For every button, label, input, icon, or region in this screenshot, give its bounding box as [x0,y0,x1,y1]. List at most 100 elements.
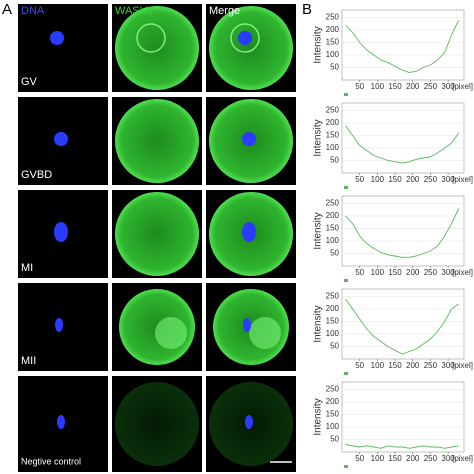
panel-label: B [302,1,312,18]
y-tick-label: 200 [326,211,340,220]
dna [54,132,68,146]
x-tick-label: 200 [406,175,420,184]
oocyte [209,6,293,90]
y-tick-label: 150 [326,38,340,47]
nucleus [136,23,166,53]
row-label: GV [21,76,38,88]
x-tick-label: 250 [424,82,438,91]
oocyte [115,192,199,276]
column-header: DNA [21,5,45,17]
x-tick-label: 300 [441,175,455,184]
x-tick-label: 200 [406,454,420,463]
x-tick-label: 100 [371,82,385,91]
x-tick-label: 50 [355,82,364,91]
x-tick-label: 50 [355,268,364,277]
y-tick-label: 200 [326,397,340,406]
y-axis-label: Intensity [313,305,324,342]
plot-area [341,102,465,174]
profile-line [345,208,460,258]
micrograph [18,283,108,371]
x-tick-label: 50 [355,454,364,463]
profile-line [345,298,459,355]
y-tick-label: 200 [326,118,340,127]
x-tick-label: 150 [388,175,402,184]
spindle-region [249,317,281,349]
dna [242,132,256,146]
y-tick-label: 200 [326,25,340,34]
y-tick-label: 100 [326,422,340,431]
x-tick-label: 150 [388,82,402,91]
y-tick-label: 50 [330,63,339,72]
spindle-region [155,317,187,349]
y-tick-label: 150 [326,131,340,140]
dna [57,415,65,429]
y-tick-label: 50 [330,249,339,258]
plot-area [341,195,465,267]
x-tick-label: 50 [355,175,364,184]
oocyte [115,6,199,90]
x-tick-label: 250 [424,175,438,184]
dna [54,222,68,242]
dna [242,222,256,242]
x-tick-label: 150 [388,361,402,370]
plot-area [341,9,465,81]
y-tick-label: 150 [326,224,340,233]
y-tick-label: 150 [326,317,340,326]
column-header: Merge [209,5,240,17]
x-tick-label: 50 [355,361,364,370]
y-tick-label: 100 [326,50,340,59]
x-tick-label: 300 [441,82,455,91]
y-tick-label: 100 [326,236,340,245]
y-axis-label: Intensity [313,212,324,249]
profile-line [345,125,460,164]
x-unit: [pixel] [452,454,473,463]
y-axis-label: Intensity [313,26,324,63]
y-tick-label: 100 [326,143,340,152]
panel-label: A [2,1,12,18]
profile-line [345,19,460,73]
y-tick-label: 50 [330,156,339,165]
y-tick-label: 250 [326,385,340,394]
x-unit: [pixel] [452,175,473,184]
oocyte [115,382,199,466]
y-tick-label: 150 [326,410,340,419]
row-label: MI [21,262,33,274]
x-tick-label: 100 [371,454,385,463]
x-tick-label: 150 [388,454,402,463]
y-tick-label: 100 [326,329,340,338]
x-tick-label: 250 [424,268,438,277]
x-tick-label: 200 [406,361,420,370]
x-tick-label: 300 [441,268,455,277]
x-tick-label: 100 [371,175,385,184]
row-label: MII [21,355,36,367]
y-tick-label: 250 [326,199,340,208]
legend-swatch [344,186,348,189]
column-header: WASH1 [115,5,154,17]
x-tick-label: 300 [441,454,455,463]
x-tick-label: 250 [424,361,438,370]
x-tick-label: 250 [424,454,438,463]
dna [50,31,64,45]
x-tick-label: 100 [371,268,385,277]
y-tick-label: 50 [330,435,339,444]
x-unit: [pixel] [452,361,473,370]
y-tick-label: 250 [326,292,340,301]
dna [245,415,253,429]
dna [243,318,251,332]
x-tick-label: 100 [371,361,385,370]
y-tick-label: 50 [330,342,339,351]
x-tick-label: 150 [388,268,402,277]
x-tick-label: 200 [406,82,420,91]
micrograph [18,4,108,92]
y-tick-label: 200 [326,304,340,313]
y-axis-label: Intensity [313,119,324,156]
x-tick-label: 200 [406,268,420,277]
dna [55,318,63,332]
x-unit: [pixel] [452,268,473,277]
legend-swatch [344,279,348,282]
plot-area [341,288,465,360]
nucleus [230,23,260,53]
dna [238,31,252,45]
row-label: Negtive control [21,456,81,466]
